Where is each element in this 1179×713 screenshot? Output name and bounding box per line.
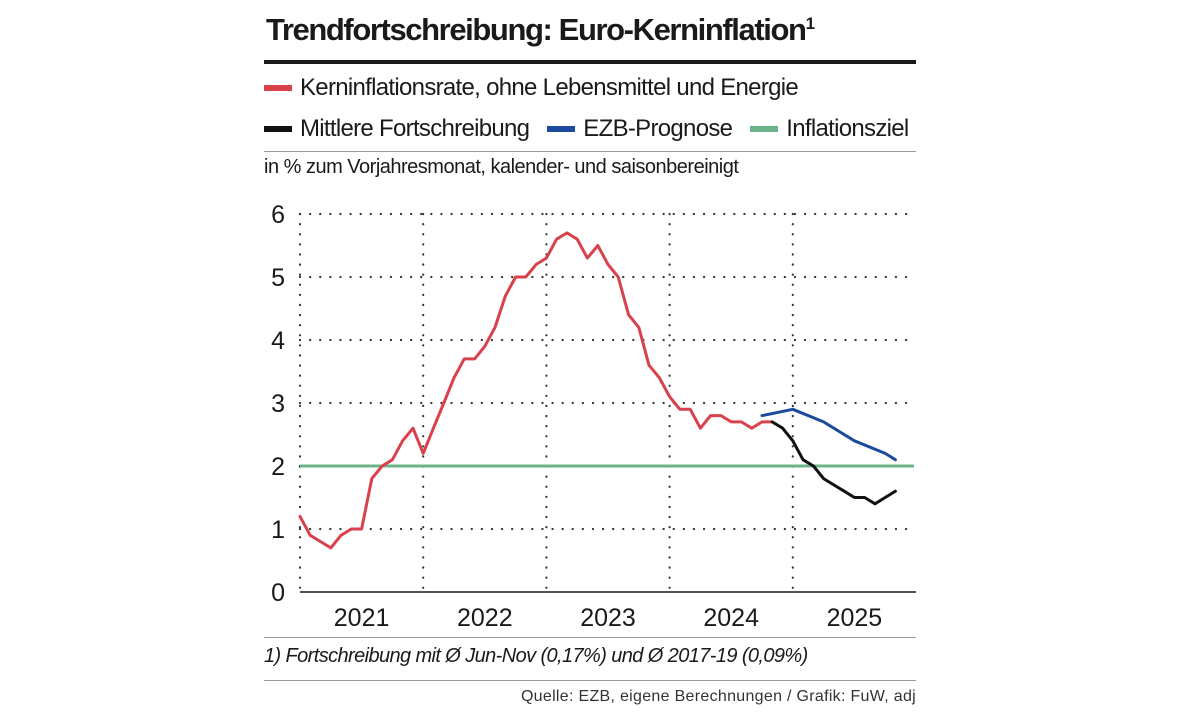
- chart-plot: 0 1 2 3 4 5 6 2021 2022 2023 2024 2025: [271, 201, 916, 632]
- source-credit: Quelle: EZB, eigene Berechnungen / Grafi…: [520, 688, 916, 705]
- y-tick-label: 6: [271, 201, 285, 229]
- legend-swatch-core-inflation: [264, 85, 292, 91]
- footnote-divider: [264, 680, 916, 681]
- chart-figure: Trendfortschreibung: Euro-Kerninflation1…: [264, 0, 916, 713]
- legend-item-ecb-forecast: EZB-Prognose: [547, 115, 733, 143]
- x-tick-label: 2022: [457, 604, 513, 632]
- legend-swatch-ecb-forecast: [547, 126, 576, 132]
- x-tick-label: 2021: [334, 604, 390, 632]
- y-tick-label: 0: [271, 579, 285, 607]
- x-tick-label: 2024: [703, 604, 759, 632]
- legend-item-core-inflation: Kerninflationsrate, ohne Lebensmittel un…: [264, 74, 799, 102]
- y-tick-label: 2: [271, 453, 285, 481]
- y-tick-label: 5: [271, 264, 285, 292]
- legend-swatch-projection: [264, 126, 292, 132]
- legend-label-inflation-target: Inflationsziel: [786, 115, 909, 142]
- legend-swatch-inflation-target: [750, 126, 779, 132]
- x-tick-label: 2023: [580, 604, 636, 632]
- legend-label-core-inflation: Kerninflationsrate, ohne Lebensmittel un…: [300, 74, 799, 101]
- y-tick-label: 1: [271, 516, 285, 544]
- legend-row-2: Mittlere Fortschreibung EZB-Prognose Inf…: [264, 111, 921, 143]
- legend-item-inflation-target: Inflationsziel: [750, 115, 909, 143]
- legend-divider: [264, 151, 916, 152]
- chart-bottom-rule: [264, 637, 916, 638]
- title-rule: [264, 60, 916, 64]
- core-inflation-line: [298, 231, 774, 550]
- projection-line: [770, 420, 897, 506]
- unit-label: in % zum Vorjahresmonat, kalender- und s…: [264, 156, 739, 178]
- y-tick-label: 4: [271, 327, 285, 355]
- legend-label-ecb-forecast: EZB-Prognose: [583, 115, 733, 142]
- ecb-forecast-line: [760, 407, 897, 462]
- y-tick-label: 3: [271, 390, 285, 418]
- legend-row-1: Kerninflationsrate, ohne Lebensmittel un…: [264, 70, 810, 102]
- title-footnote-mark: 1: [805, 14, 815, 33]
- x-tick-label: 2025: [827, 604, 883, 632]
- legend-label-projection: Mittlere Fortschreibung: [300, 115, 530, 142]
- legend-item-projection: Mittlere Fortschreibung: [264, 115, 530, 143]
- chart-title: Trendfortschreibung: Euro-Kerninflation1: [266, 12, 815, 47]
- footnote: 1) Fortschreibung mit Ø Jun-Nov (0,17%) …: [264, 645, 808, 667]
